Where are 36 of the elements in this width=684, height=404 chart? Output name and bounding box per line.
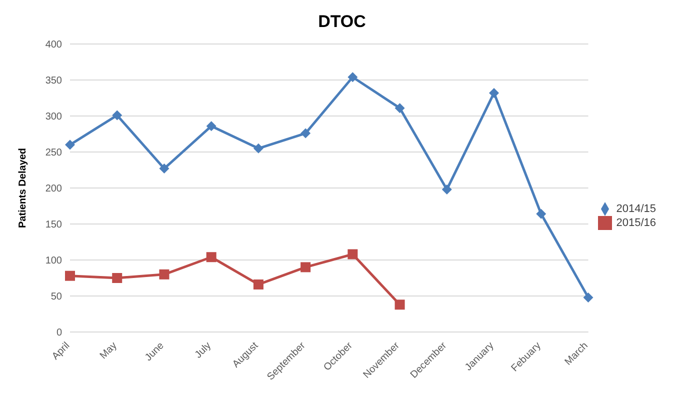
point [253, 143, 264, 154]
point [394, 103, 405, 114]
legend-label: 2015/16 [616, 216, 656, 229]
point [442, 184, 452, 194]
x-tick-label: July [193, 340, 214, 361]
point [159, 164, 170, 174]
y-tick-label: 50 [50, 292, 62, 303]
point [300, 262, 311, 272]
point [348, 72, 358, 82]
chart-title: DTOC [317, 11, 367, 33]
y-tick-label: 150 [45, 220, 62, 231]
point [536, 208, 546, 219]
point [159, 269, 170, 280]
point [65, 140, 75, 150]
x-tick-label: June [143, 340, 167, 364]
y-tick-label: 350 [45, 76, 62, 87]
x-tick-label: May [98, 340, 120, 362]
y-axis-title: Patients Delayed [18, 148, 29, 228]
y-tick-label: 300 [45, 112, 62, 123]
point [489, 88, 500, 98]
point [206, 252, 216, 262]
point [65, 270, 75, 281]
point [583, 292, 594, 302]
point [394, 300, 405, 310]
point [112, 273, 122, 283]
y-tick-label: 200 [45, 184, 62, 195]
y-tick-label: 100 [45, 256, 62, 267]
point [253, 279, 264, 290]
point [300, 128, 311, 138]
point [112, 110, 122, 120]
y-tick-label: 400 [45, 40, 62, 51]
point [348, 249, 358, 260]
y-tick-label: 250 [45, 148, 62, 159]
point [206, 121, 216, 132]
y-tick-label: 0 [56, 328, 62, 339]
legend-label: 2014/15 [616, 202, 656, 215]
